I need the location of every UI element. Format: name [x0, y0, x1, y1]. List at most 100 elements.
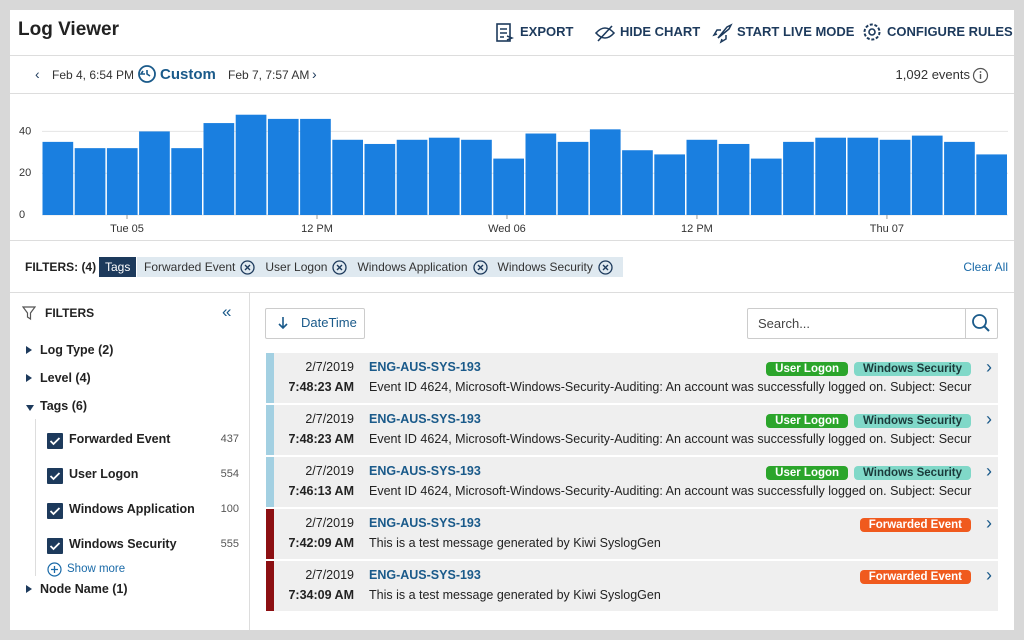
- search-icon[interactable]: [971, 313, 991, 333]
- hide-chart-icon[interactable]: [594, 23, 616, 43]
- row-chevron[interactable]: ›: [986, 357, 992, 377]
- severity-stripe: [266, 561, 274, 611]
- sidebar-divider: [249, 293, 250, 630]
- row-host[interactable]: ENG-AUS-SYS-193: [369, 568, 481, 582]
- row-date: 2/7/2019: [305, 568, 354, 582]
- row-host[interactable]: ENG-AUS-SYS-193: [369, 360, 481, 374]
- row-tag: Forwarded Event: [859, 518, 971, 532]
- remove-cross: [336, 264, 343, 270]
- expand-caret[interactable]: [26, 405, 34, 411]
- row-chevron[interactable]: ›: [986, 461, 992, 481]
- y-tick-label: 20: [19, 167, 31, 179]
- row-chevron[interactable]: ›: [986, 513, 992, 533]
- checkbox-tick: [49, 507, 61, 516]
- custom-icon[interactable]: [137, 64, 157, 84]
- row-message: Event ID 4624, Microsoft-Windows-Securit…: [369, 380, 972, 394]
- remove-chip[interactable]: [598, 259, 613, 275]
- configure-icon[interactable]: [861, 21, 883, 43]
- remove-cross: [602, 264, 609, 270]
- expand-caret[interactable]: [26, 346, 32, 354]
- prev-button[interactable]: ‹: [35, 66, 40, 82]
- log-row[interactable]: 2/7/2019 7:48:23 AM ENG-AUS-SYS-193 Event I…: [266, 353, 998, 403]
- collapse-button[interactable]: «: [222, 302, 232, 321]
- row-host[interactable]: ENG-AUS-SYS-193: [369, 464, 481, 478]
- row-tag: Windows Security: [854, 466, 971, 480]
- bar: [493, 158, 524, 215]
- row-date: 2/7/2019: [305, 412, 354, 426]
- remove-circle: [240, 259, 256, 275]
- export-button[interactable]: EXPORT: [520, 24, 574, 39]
- filter-group[interactable]: Level (4): [40, 371, 91, 385]
- checkbox[interactable]: [47, 468, 63, 484]
- divider: [10, 292, 1014, 293]
- tag-filter-label: User Logon: [69, 467, 139, 481]
- bar: [911, 135, 943, 215]
- row-date: 2/7/2019: [305, 516, 354, 530]
- remove-chip[interactable]: [472, 259, 488, 275]
- bar: [396, 139, 428, 215]
- expand-caret[interactable]: [26, 374, 32, 382]
- filter-group[interactable]: Tags (6): [40, 399, 87, 413]
- bar: [525, 133, 557, 215]
- show-more[interactable]: Show more: [67, 563, 126, 575]
- hide-chart-button[interactable]: HIDE CHART: [620, 24, 701, 39]
- search-placeholder: Search...: [758, 316, 811, 331]
- row-date: 2/7/2019: [305, 464, 354, 478]
- bar: [74, 148, 106, 215]
- bar: [557, 141, 589, 215]
- log-row[interactable]: 2/7/2019 7:42:09 AM ENG-AUS-SYS-193 This is…: [266, 509, 998, 559]
- plus-circle: [47, 562, 62, 577]
- search-box[interactable]: [747, 308, 998, 339]
- x-tick-label: Tue 05: [110, 223, 144, 235]
- checkbox[interactable]: [47, 433, 63, 449]
- clear-all[interactable]: Clear All: [963, 260, 1008, 274]
- row-tags: User Logon Windows Security: [760, 359, 971, 377]
- row-tag: Windows Security: [854, 362, 971, 376]
- live-mode-button[interactable]: START LIVE MODE: [737, 24, 855, 39]
- log-row[interactable]: 2/7/2019 7:34:09 AM ENG-AUS-SYS-193 This is…: [266, 561, 998, 611]
- checkbox[interactable]: [47, 503, 63, 519]
- filter-group[interactable]: Node Name (1): [40, 582, 128, 596]
- severity-stripe: [266, 457, 274, 507]
- bar: [718, 143, 750, 215]
- info-icon[interactable]: [972, 67, 989, 84]
- row-tags: Forwarded Event: [854, 515, 971, 533]
- bar: [622, 150, 653, 215]
- export-icon[interactable]: [495, 22, 515, 44]
- bar: [300, 118, 331, 215]
- configure-button[interactable]: CONFIGURE RULES: [887, 24, 1013, 39]
- row-chevron[interactable]: ›: [986, 565, 992, 585]
- range-start: Feb 4, 6:54 PM: [52, 68, 135, 82]
- filter-group[interactable]: Log Type (2): [40, 343, 114, 357]
- row-host[interactable]: ENG-AUS-SYS-193: [369, 516, 481, 530]
- checkbox-tick: [49, 472, 61, 481]
- range-end: Feb 7, 7:57 AM: [228, 68, 310, 82]
- filter-chip: Forwarded Event: [144, 259, 256, 275]
- range-mode[interactable]: Custom: [160, 66, 216, 83]
- y-tick-label: 40: [19, 125, 31, 137]
- row-tags: User Logon Windows Security: [760, 463, 971, 481]
- show-more-icon[interactable]: [47, 562, 62, 577]
- remove-chip[interactable]: [240, 259, 256, 275]
- row-time: 7:34:09 AM: [288, 588, 354, 602]
- remove-cross: [244, 264, 251, 270]
- expand-caret[interactable]: [26, 585, 32, 593]
- checkbox[interactable]: [47, 538, 63, 554]
- row-tags: Forwarded Event: [854, 567, 971, 585]
- filters-label: FILTERS: (4): [25, 260, 97, 274]
- chip-label: User Logon: [265, 260, 328, 274]
- remove-chip[interactable]: [332, 259, 348, 275]
- log-row[interactable]: 2/7/2019 7:48:23 AM ENG-AUS-SYS-193 Event I…: [266, 405, 998, 455]
- row-message: Event ID 4624, Microsoft-Windows-Securit…: [369, 484, 972, 498]
- sort-label: DateTime: [301, 315, 357, 330]
- row-host[interactable]: ENG-AUS-SYS-193: [369, 412, 481, 426]
- next-button[interactable]: ›: [312, 66, 317, 82]
- sort-button[interactable]: [265, 308, 365, 339]
- row-chevron[interactable]: ›: [986, 409, 992, 429]
- log-row[interactable]: 2/7/2019 7:46:13 AM ENG-AUS-SYS-193 Event I…: [266, 457, 998, 507]
- remove-circle: [332, 259, 348, 275]
- bar: [976, 154, 1007, 215]
- checkbox-tick: [49, 542, 61, 551]
- search-divider: [965, 309, 966, 338]
- live-mode-icon[interactable]: [712, 22, 734, 44]
